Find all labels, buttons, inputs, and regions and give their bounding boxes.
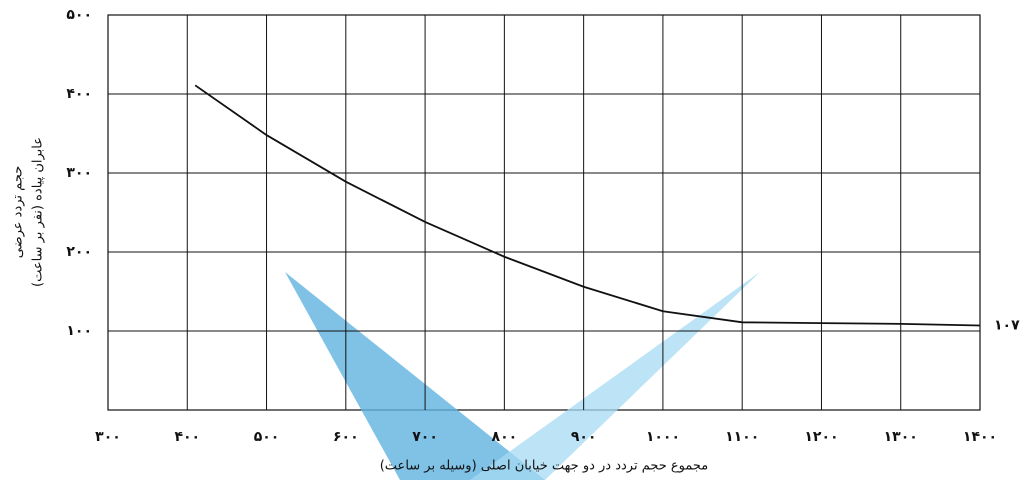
y-tick-label: ۴۰۰ xyxy=(66,86,92,102)
x-tick-label: ۱۰۰۰ xyxy=(646,429,680,445)
annotation: ۱۰۷ xyxy=(994,317,1020,333)
y-axis-label: عابران پیاده (نفر بر ساعت) xyxy=(31,137,46,287)
x-axis-label: مجموع حجم تردد در دو جهت خیابان اصلی (وس… xyxy=(380,459,709,474)
y-axis-label: حجم تردد عرضی xyxy=(11,166,26,259)
overlay-shape xyxy=(470,272,760,480)
x-tick-label: ۵۰۰ xyxy=(254,429,280,445)
x-tick-label: ۶۰۰ xyxy=(333,429,359,445)
overlay-shape xyxy=(285,272,545,480)
x-tick-label: ۱۲۰۰ xyxy=(804,429,838,445)
x-tick-label: ۸۰۰ xyxy=(492,429,518,445)
plot-frame xyxy=(107,14,981,411)
x-tick-label: ۱۴۰۰ xyxy=(963,429,997,445)
x-tick-label: ۳۰۰ xyxy=(95,429,121,445)
x-tick-label: ۴۰۰ xyxy=(174,429,200,445)
y-tick-label: ۱۰۰ xyxy=(66,323,92,339)
y-tick-label: ۲۰۰ xyxy=(66,244,92,260)
x-tick-label: ۱۱۰۰ xyxy=(725,429,759,445)
x-tick-label: ۱۳۰۰ xyxy=(884,429,918,445)
y-tick-label: ۳۰۰ xyxy=(66,165,92,181)
x-tick-label: ۹۰۰ xyxy=(571,429,597,445)
y-tick-label: ۵۰۰ xyxy=(66,7,92,23)
data-line xyxy=(194,84,981,327)
x-tick-label: ۷۰۰ xyxy=(412,429,438,445)
